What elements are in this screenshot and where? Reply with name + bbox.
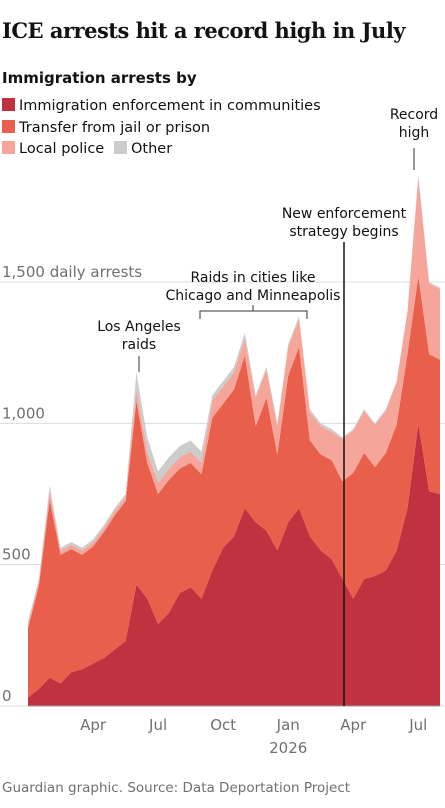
legend-swatch [2,120,15,133]
area [28,423,440,706]
annotation: Los Angeles [97,319,181,335]
source: Guardian graphic. Source: Data Deportati… [2,780,350,796]
chart-title: ICE arrests hit a record high in July [2,18,406,43]
legend-label: Other [131,141,172,157]
annotation-bracket [199,305,308,319]
x-tick-label: Oct [210,716,236,734]
legend-label: Immigration enforcement in communities [19,98,321,114]
annotation: Record [390,107,438,123]
x-tick-label: Apr [340,716,367,734]
legend-swatch [2,98,15,111]
annotation: Raids in cities like [190,270,315,286]
legend-swatch [114,141,127,154]
annotation: raids [122,337,156,353]
subtitle: Immigration arrests by [2,69,197,87]
legend-swatch [2,141,15,154]
x-tick-label: Jul [148,716,167,734]
annotation: New enforcement [282,206,407,222]
legend-label: Local police [19,141,104,157]
annotation: high [399,125,430,141]
legend-label: Transfer from jail or prison [18,120,210,136]
y-tick-label: 500 [2,546,31,564]
area [28,276,440,698]
y-tick-label: 1,500 daily arrests [2,263,142,281]
annotation: strategy begins [289,224,398,240]
y-tick-label: 0 [2,687,12,705]
x-tick-label: Jul [408,716,427,734]
annotation: Chicago and Minneapolis [166,288,341,304]
x-tick-label: Jan [276,716,300,734]
x-year-label: 2026 [269,739,307,757]
x-tick-label: Apr [80,716,107,734]
y-tick-label: 1,000 [2,404,45,422]
